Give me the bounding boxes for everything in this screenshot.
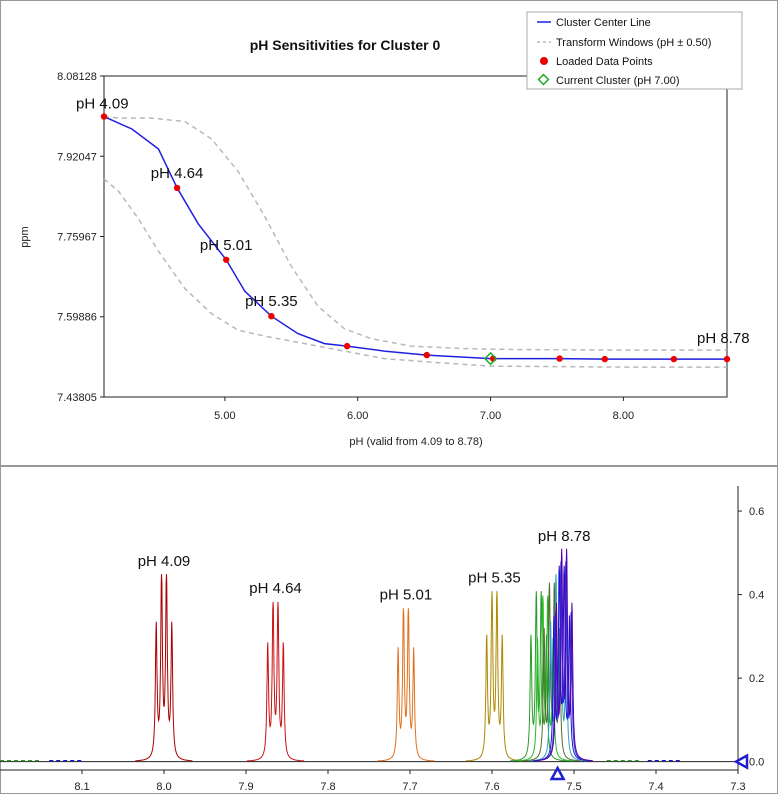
- y-tick-label: 0.6: [749, 506, 764, 518]
- spectrum-annotation: pH 4.09: [138, 553, 191, 570]
- x-tick-label: 8.1: [74, 781, 89, 793]
- spectrum-peak: [135, 574, 193, 762]
- loaded-data-point: [268, 312, 275, 320]
- y-tick-label: 8.08128: [57, 71, 97, 83]
- spectrum-peak: [465, 591, 524, 762]
- x-tick-label: 7.00: [480, 410, 501, 422]
- point-annotation: pH 8.78: [697, 330, 750, 347]
- transform-window-upper-line: [103, 115, 727, 351]
- spectrum-chart: 0.0 0.2 0.4 0.6 8.1 8.0 7.9 7.8 7.7 7.6 7.5 7.4 7.3 p…: [0, 466, 778, 794]
- point-annotation: pH 4.64: [151, 165, 204, 182]
- loaded-data-point: [343, 342, 351, 350]
- x-tick-label: 7.7: [402, 781, 417, 793]
- x-tick-label: 7.3: [730, 781, 745, 793]
- legend-loaded-point-label: Loaded Data Points: [556, 56, 653, 68]
- y-tick-label: 7.43805: [57, 392, 97, 404]
- y-axis-label: ppm: [19, 226, 31, 247]
- spectrum-annotation: pH 8.78: [538, 528, 591, 545]
- legend-loaded-point-swatch: [540, 57, 548, 65]
- loaded-data-point: [670, 355, 678, 363]
- spectrum-panel: 0.0 0.2 0.4 0.6 8.1 8.0 7.9 7.8 7.7 7.6 7.5 7.4 7.3 p…: [0, 466, 778, 794]
- x-tick-label: 6.00: [347, 410, 368, 422]
- cluster-center-line: [103, 115, 727, 360]
- point-annotation: pH 5.35: [245, 293, 298, 310]
- loaded-data-point: [173, 184, 181, 192]
- loaded-data-point: [723, 355, 731, 363]
- legend-transform-window-label: Transform Windows (pH ± 0.50): [556, 37, 711, 49]
- x-tick-label: 8.0: [156, 781, 171, 793]
- spectrum-annotation: pH 5.35: [468, 570, 521, 587]
- point-annotation: pH 4.09: [76, 96, 129, 113]
- ph-sensitivity-panel: pH Sensitivities for Cluster 0 5.00 6.00 7…: [0, 0, 778, 466]
- loaded-data-point: [423, 351, 430, 359]
- spectrum-annotation: pH 4.64: [249, 580, 302, 597]
- legend: Cluster Center Line Transform Windows (p…: [526, 11, 743, 90]
- x-tick-label: 7.8: [320, 781, 335, 793]
- x-tick-label: 7.5: [566, 781, 581, 793]
- y-tick-label: 7.75967: [57, 231, 97, 243]
- x-tick-label: 5.00: [214, 410, 235, 422]
- current-cluster-marker: [483, 351, 498, 366]
- legend-current-cluster-label: Current Cluster (pH 7.00): [556, 75, 680, 87]
- x-tick-label: 7.6: [484, 781, 499, 793]
- loaded-data-point: [223, 256, 230, 263]
- x-axis-label: pH (valid from 4.09 to 8.78): [349, 436, 482, 448]
- x-tick-label: 7.9: [238, 781, 253, 793]
- y-tick-label: 7.59886: [57, 312, 97, 324]
- y-tick-label: 0.2: [749, 673, 764, 685]
- panel-border: [0, 466, 778, 794]
- zero-marker-triangle[interactable]: [733, 753, 749, 770]
- y-tick-label: 7.92047: [57, 151, 97, 163]
- legend-current-cluster-swatch: [537, 73, 550, 86]
- loaded-data-point: [601, 355, 608, 363]
- y-tick-label: 0.4: [749, 590, 764, 602]
- legend-box: [526, 11, 743, 90]
- spectrum-peak: [246, 601, 305, 762]
- spectrum-annotation: pH 5.01: [380, 586, 433, 603]
- x-tick-label: 8.00: [613, 410, 634, 422]
- point-annotation: pH 5.01: [200, 237, 253, 254]
- spectrum-peak: [535, 548, 593, 762]
- chart-title: pH Sensitivities for Cluster 0: [250, 37, 441, 53]
- spectrum-peak: [377, 608, 435, 762]
- ph-sensitivity-chart: pH Sensitivities for Cluster 0 5.00 6.00 7…: [0, 0, 778, 466]
- loaded-data-point: [100, 113, 108, 120]
- position-marker-triangle[interactable]: [549, 765, 566, 781]
- y-tick-label: 0.0: [749, 757, 764, 769]
- transform-window-lower-line: [103, 178, 727, 368]
- x-tick-label: 7.4: [648, 781, 663, 793]
- loaded-data-point: [556, 355, 563, 362]
- legend-center-line-label: Cluster Center Line: [556, 17, 651, 29]
